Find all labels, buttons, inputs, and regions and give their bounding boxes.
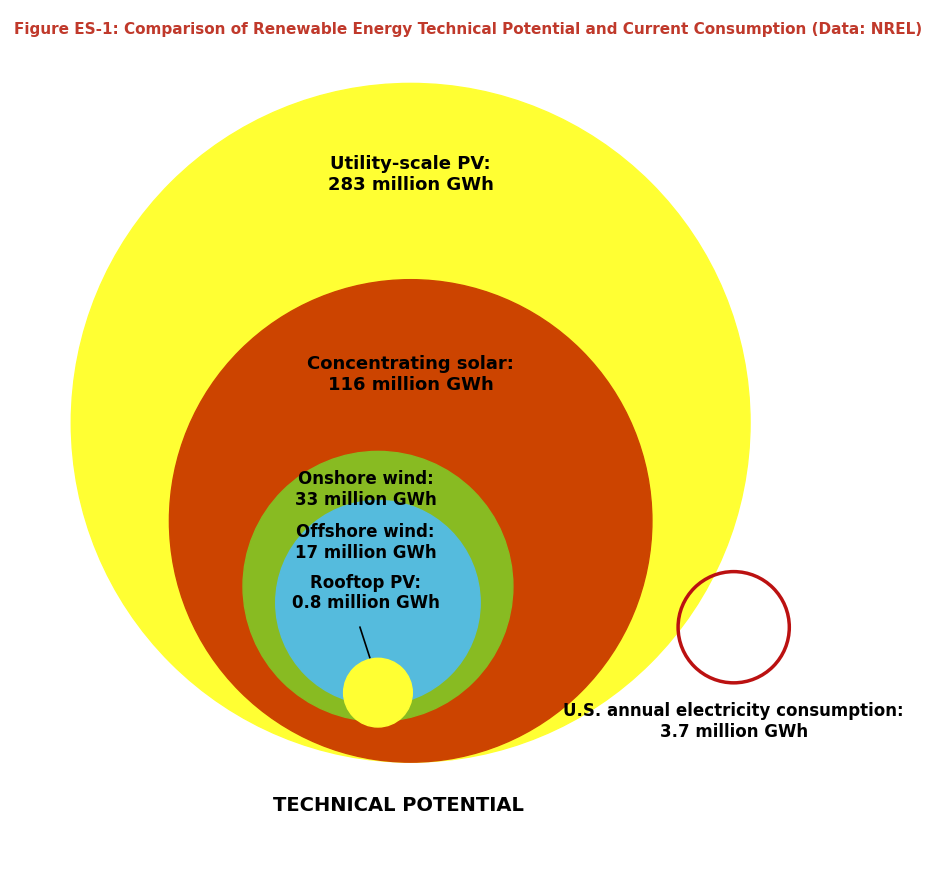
Circle shape [243,452,513,721]
Text: Figure ES-1: Comparison of Renewable Energy Technical Potential and Current Cons: Figure ES-1: Comparison of Renewable Ene… [14,22,922,36]
Circle shape [276,501,480,705]
Text: Utility-scale PV:
283 million GWh: Utility-scale PV: 283 million GWh [328,155,494,194]
Text: Rooftop PV:
0.8 million GWh: Rooftop PV: 0.8 million GWh [292,573,440,612]
Text: Concentrating solar:
116 million GWh: Concentrating solar: 116 million GWh [307,355,514,394]
Text: TECHNICAL POTENTIAL: TECHNICAL POTENTIAL [273,795,524,814]
Text: Offshore wind:
17 million GWh: Offshore wind: 17 million GWh [295,522,436,561]
Text: Onshore wind:
33 million GWh: Onshore wind: 33 million GWh [295,469,436,508]
Circle shape [72,84,750,762]
Text: U.S. annual electricity consumption:
3.7 million GWh: U.S. annual electricity consumption: 3.7… [564,701,904,740]
Circle shape [169,281,652,762]
Circle shape [344,659,413,727]
